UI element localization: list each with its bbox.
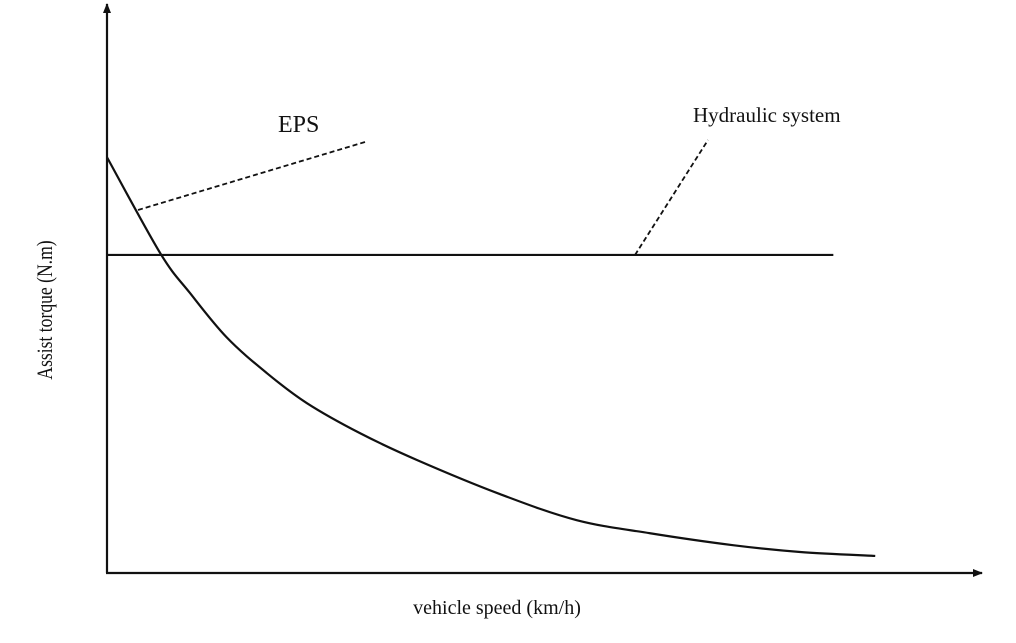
hydraulic-annotation: Hydraulic system bbox=[693, 103, 841, 127]
series-line-eps bbox=[106, 156, 876, 558]
x-axis-label: vehicle speed (km/h) bbox=[413, 597, 581, 619]
hydraulic-leader-line bbox=[634, 139, 709, 256]
y-axis-label: Assist torque (N.m) bbox=[33, 240, 57, 379]
eps-leader-line bbox=[137, 141, 366, 211]
eps-annotation: EPS bbox=[278, 112, 319, 138]
